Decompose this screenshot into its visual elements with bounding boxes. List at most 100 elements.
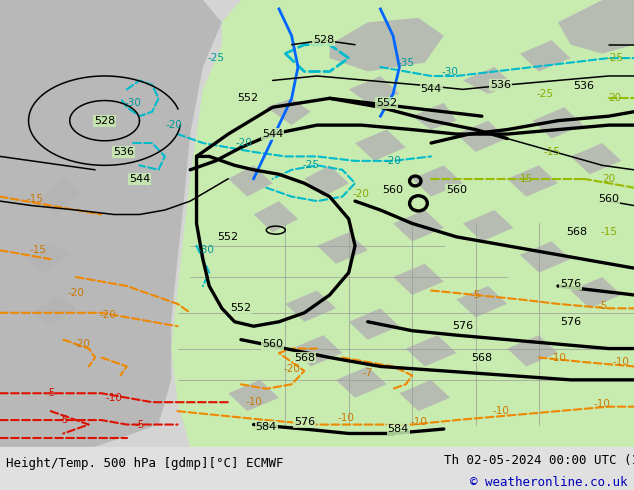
Polygon shape [463, 210, 514, 241]
Polygon shape [533, 107, 583, 139]
Text: 568: 568 [471, 352, 493, 363]
Text: 576: 576 [560, 317, 581, 327]
Text: -20: -20 [100, 310, 116, 320]
Polygon shape [393, 210, 444, 241]
Text: 584: 584 [256, 422, 277, 432]
Polygon shape [507, 165, 558, 196]
Polygon shape [25, 241, 70, 272]
Text: 568: 568 [566, 227, 588, 237]
Polygon shape [520, 40, 571, 72]
Text: 576: 576 [560, 279, 581, 289]
Text: 560: 560 [446, 185, 467, 195]
Text: Th 02-05-2024 00:00 UTC (12+12): Th 02-05-2024 00:00 UTC (12+12) [444, 454, 634, 467]
Text: -10: -10 [245, 397, 262, 407]
Text: -10: -10 [106, 392, 122, 403]
Polygon shape [456, 286, 507, 318]
Text: 576: 576 [452, 321, 474, 331]
Polygon shape [228, 165, 273, 196]
Polygon shape [285, 291, 336, 322]
Text: -5: -5 [597, 301, 607, 311]
Text: 560: 560 [598, 194, 619, 204]
Polygon shape [393, 264, 444, 295]
Polygon shape [330, 18, 444, 72]
Polygon shape [336, 367, 387, 398]
Text: -5: -5 [46, 388, 56, 398]
Text: © weatheronline.co.uk: © weatheronline.co.uk [470, 476, 628, 489]
Text: -15: -15 [30, 245, 46, 255]
Polygon shape [349, 308, 399, 340]
Text: -15: -15 [27, 194, 43, 204]
Text: 552: 552 [376, 98, 398, 108]
Text: 560: 560 [382, 185, 404, 195]
Text: 536: 536 [573, 81, 594, 91]
Text: 528: 528 [94, 116, 115, 125]
Text: 552: 552 [217, 232, 239, 242]
Polygon shape [222, 0, 304, 53]
Text: -30: -30 [198, 245, 214, 255]
Polygon shape [304, 165, 349, 196]
Polygon shape [292, 335, 342, 367]
Text: -10: -10 [594, 399, 611, 410]
Text: Height/Temp. 500 hPa [gdmp][°C] ECMWF: Height/Temp. 500 hPa [gdmp][°C] ECMWF [6, 457, 284, 470]
Text: 584: 584 [387, 424, 409, 434]
Text: -25: -25 [607, 53, 623, 63]
Text: -20: -20 [385, 156, 401, 166]
Polygon shape [266, 98, 311, 125]
Text: -5: -5 [58, 415, 68, 425]
Text: 20: 20 [602, 174, 615, 184]
Text: -30: -30 [442, 67, 458, 76]
Polygon shape [349, 76, 399, 103]
Text: 528: 528 [313, 35, 334, 45]
Text: -20: -20 [166, 120, 183, 130]
Polygon shape [254, 201, 298, 232]
Text: -10: -10 [613, 357, 630, 367]
Text: -35: -35 [398, 57, 414, 68]
Polygon shape [412, 103, 456, 129]
Text: -15: -15 [600, 227, 617, 237]
Text: -30: -30 [125, 98, 141, 108]
Text: 552: 552 [236, 93, 258, 103]
Text: -25: -25 [537, 89, 553, 99]
Text: -10: -10 [337, 413, 354, 423]
Polygon shape [412, 165, 463, 196]
Text: -20: -20 [236, 138, 252, 148]
Text: -25: -25 [207, 53, 224, 63]
Text: 15: 15 [520, 174, 533, 184]
Text: -20: -20 [68, 288, 84, 298]
Text: -20: -20 [283, 364, 300, 374]
Polygon shape [171, 0, 634, 447]
Text: 536: 536 [113, 147, 134, 157]
Text: -10: -10 [550, 352, 566, 363]
Text: 552: 552 [230, 303, 252, 313]
Polygon shape [571, 277, 621, 308]
Text: -5: -5 [134, 419, 145, 430]
Text: -10: -10 [493, 406, 509, 416]
Polygon shape [558, 0, 634, 53]
Text: 544: 544 [420, 84, 442, 95]
Text: -7: -7 [363, 368, 373, 378]
Text: -20: -20 [74, 339, 91, 349]
Text: 20: 20 [609, 93, 621, 103]
Text: 544: 544 [129, 174, 150, 184]
Polygon shape [228, 380, 279, 411]
Polygon shape [463, 67, 514, 94]
Polygon shape [406, 335, 456, 367]
Text: -25: -25 [302, 160, 319, 171]
Polygon shape [32, 295, 76, 326]
Text: 536: 536 [490, 80, 512, 90]
Polygon shape [399, 380, 450, 411]
Text: -10: -10 [410, 417, 427, 427]
Text: -20: -20 [353, 190, 370, 199]
Polygon shape [0, 0, 222, 447]
Polygon shape [456, 121, 507, 152]
Polygon shape [520, 241, 571, 272]
Text: 576: 576 [294, 417, 315, 427]
Text: -15: -15 [543, 147, 560, 157]
Polygon shape [571, 143, 621, 174]
Polygon shape [317, 232, 368, 264]
Polygon shape [355, 129, 406, 161]
Polygon shape [507, 335, 558, 367]
Text: 544: 544 [262, 129, 283, 139]
Text: 568: 568 [294, 352, 315, 363]
Polygon shape [38, 179, 82, 215]
